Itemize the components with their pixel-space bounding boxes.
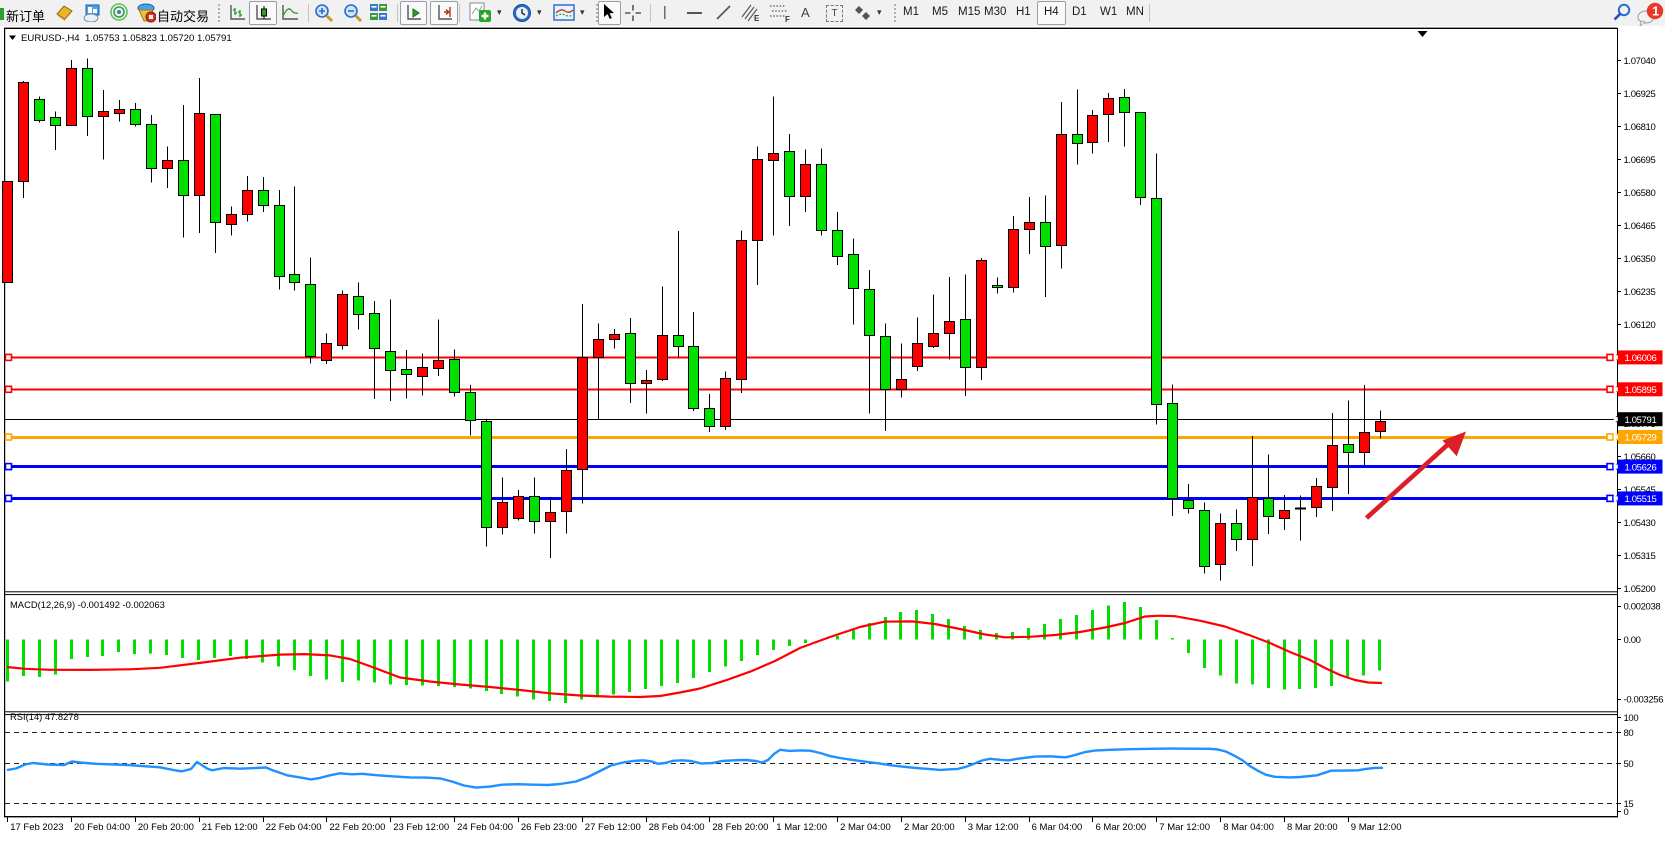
svg-text:2 Mar 20:00: 2 Mar 20:00 [904,822,955,833]
svg-text:1.06925: 1.06925 [1624,89,1656,100]
svg-text:1.05545: 1.05545 [1624,485,1656,496]
svg-text:80: 80 [1624,728,1634,739]
svg-text:1.05515: 1.05515 [1625,494,1657,505]
svg-text:1.06120: 1.06120 [1624,320,1656,331]
svg-text:1.06350: 1.06350 [1624,254,1656,265]
svg-text:15: 15 [1624,799,1634,810]
svg-text:1.05200: 1.05200 [1624,584,1656,595]
svg-text:28 Feb 04:00: 28 Feb 04:00 [649,822,705,833]
svg-text:1: 1 [1652,4,1659,19]
svg-text:9 Mar 12:00: 9 Mar 12:00 [1351,822,1402,833]
svg-text:1.06695: 1.06695 [1624,155,1656,166]
svg-text:1.05315: 1.05315 [1624,551,1656,562]
svg-text:24 Feb 04:00: 24 Feb 04:00 [457,822,513,833]
svg-text:1.06235: 1.06235 [1624,287,1656,298]
svg-text:F: F [785,15,790,23]
svg-text:50: 50 [1624,759,1634,770]
svg-text:17 Feb 2023: 17 Feb 2023 [10,822,63,833]
svg-text:1.05895: 1.05895 [1625,385,1657,396]
svg-text:6 Mar 04:00: 6 Mar 04:00 [1032,822,1083,833]
svg-text:2 Mar 04:00: 2 Mar 04:00 [840,822,891,833]
svg-text:1.07040: 1.07040 [1624,56,1656,67]
svg-text:8 Mar 04:00: 8 Mar 04:00 [1223,822,1274,833]
svg-text:22 Feb 20:00: 22 Feb 20:00 [329,822,385,833]
svg-text:1.05729: 1.05729 [1625,433,1657,444]
svg-text:28 Feb 20:00: 28 Feb 20:00 [712,822,768,833]
svg-text:7 Mar 12:00: 7 Mar 12:00 [1159,822,1210,833]
svg-text:21 Feb 12:00: 21 Feb 12:00 [202,822,258,833]
svg-text:1.06465: 1.06465 [1624,221,1656,232]
svg-text:1.05430: 1.05430 [1624,518,1656,529]
svg-text:1.05626: 1.05626 [1625,462,1657,473]
svg-text:0.00: 0.00 [1624,635,1641,646]
svg-text:6 Mar 20:00: 6 Mar 20:00 [1096,822,1147,833]
svg-text:EURUSD-,H4 1.05753 1.05823 1.: EURUSD-,H4 1.05753 1.05823 1.05720 1.057… [21,33,232,44]
svg-text:1.06006: 1.06006 [1625,353,1657,364]
svg-text:RSI(14) 47.8278: RSI(14) 47.8278 [10,711,79,722]
svg-text:20 Feb 04:00: 20 Feb 04:00 [74,822,130,833]
svg-text:E: E [754,14,760,23]
svg-text:0: 0 [1624,807,1629,818]
svg-text:1.06810: 1.06810 [1624,122,1656,133]
svg-text:100: 100 [1624,713,1639,724]
svg-text:1.05791: 1.05791 [1625,415,1657,426]
svg-text:22 Feb 04:00: 22 Feb 04:00 [266,822,322,833]
svg-text:MACD(12,26,9) -0.001492 -0.002: MACD(12,26,9) -0.001492 -0.002063 [10,599,165,610]
svg-text:26 Feb 23:00: 26 Feb 23:00 [521,822,577,833]
svg-text:-0.003256: -0.003256 [1624,695,1664,706]
svg-text:23 Feb 12:00: 23 Feb 12:00 [393,822,449,833]
svg-text:3 Mar 12:00: 3 Mar 12:00 [968,822,1019,833]
svg-text:1.05660: 1.05660 [1624,452,1656,463]
svg-text:0.002038: 0.002038 [1624,602,1661,613]
svg-text:1 Mar 12:00: 1 Mar 12:00 [776,822,827,833]
svg-text:27 Feb 12:00: 27 Feb 12:00 [585,822,641,833]
svg-text:20 Feb 20:00: 20 Feb 20:00 [138,822,194,833]
svg-text:1.06580: 1.06580 [1624,188,1656,199]
svg-text:8 Mar 20:00: 8 Mar 20:00 [1287,822,1338,833]
